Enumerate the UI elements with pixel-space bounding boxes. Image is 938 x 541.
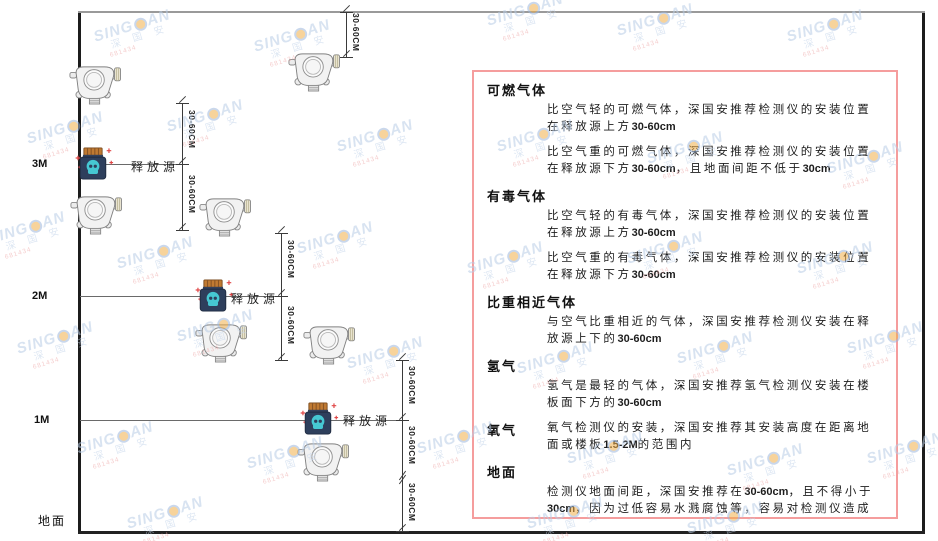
globe-logo-icon [525,0,542,17]
gas-detector-icon [195,322,247,363]
section-paragraph: 氧气检测仪的安装，深国安推荐其安装高度在距离地面或楼板1.5-2M的范围内 [547,422,872,451]
globe-logo-icon [165,502,182,520]
release-source-label: 释放源 [343,414,392,428]
globe-logo-icon [292,25,309,43]
globe-logo-icon [385,342,402,360]
release-source-label: 释放源 [131,160,180,174]
gas-detector-icon [69,64,121,105]
ceiling-line [78,11,925,13]
dimension-line-2m [275,233,288,361]
globe-logo-icon [335,227,352,245]
section-header: 氧气 [487,423,518,438]
globe-logo-icon [905,437,922,455]
release-source-icon [192,279,234,312]
height-label-2m: 2M [32,290,48,302]
dimension-label: 30-60CM [407,483,417,522]
level-line-1m [80,420,402,421]
section-paragraph: 检测仪地面间距，深国安推荐在30-60cm，且不得小于30cm，因为过低容易水溅… [547,486,874,515]
dimension-label: 30-60CM [407,366,417,405]
globe-logo-icon [155,242,172,260]
section-paragraph: 与空气比重相近的气体，深国安推荐检测仪安装在释放源上下的30-60cm [547,316,872,345]
globe-logo-icon [455,427,472,445]
height-label-1m: 1M [34,414,50,426]
globe-logo-icon [132,15,149,33]
section-header: 地面 [487,465,518,480]
dimension-label: 30-60CM [187,175,197,214]
ground-label: 地面 [38,514,67,528]
panel-section: 氧气 氧气检测仪的安装，深国安推荐其安装高度在距离地面或楼板1.5-2M的范围内 [487,420,878,454]
globe-logo-icon [55,327,72,345]
ground-line [78,531,925,534]
gas-detector-icon [199,196,251,237]
section-paragraph: 比空气轻的有毒气体，深国安推荐检测仪的安装位置在释放源上方30-60cm [547,210,872,239]
section-paragraph: 比空气轻的可燃气体，深国安推荐检测仪的安装位置在释放源上方30-60cm [547,104,872,133]
level-line-3m [80,164,182,165]
globe-logo-icon [825,15,842,33]
panel-section: 地面检测仪地面间距，深国安推荐在30-60cm，且不得小于30cm，因为过低容易… [487,462,878,517]
section-header: 可燃气体 [487,83,548,98]
gas-detector-icon [70,194,122,235]
section-header: 比重相近气体 [487,295,578,310]
right-wall-line [922,11,925,534]
panel-section: 有毒气体比空气轻的有毒气体，深国安推荐检测仪的安装位置在释放源上方30-60cm… [487,186,878,284]
gas-detector-icon [288,51,340,92]
panel-section: 比重相近气体与空气比重相近的气体，深国安推荐检测仪安装在释放源上下的30-60c… [487,292,878,348]
globe-logo-icon [27,217,44,235]
globe-logo-icon [205,105,222,123]
panel-section: 氢气氢气是最轻的气体，深国安推荐氢气检测仪安装在楼板面下方的30-60cm [487,356,878,412]
section-paragraph: 比空气重的可燃气体，深国安推荐检测仪的安装位置在释放源下方30-60cm，且地面… [547,146,872,175]
height-label-3m: 3M [32,158,48,170]
dimension-line-3m [176,103,189,231]
panel-section: 可燃气体比空气轻的可燃气体，深国安推荐检测仪的安装位置在释放源上方30-60cm… [487,80,878,178]
globe-logo-icon [115,427,132,445]
dimension-label: 30-60CM [286,240,296,279]
release-source-icon [297,402,339,435]
dimension-label: 30-60CM [407,426,417,465]
level-line-2m [80,296,281,297]
info-panel: 可燃气体比空气轻的可燃气体，深国安推荐检测仪的安装位置在释放源上方30-60cm… [472,70,898,519]
dimension-label: 30-60CM [351,13,361,52]
section-paragraph: 氢气是最轻的气体，深国安推荐氢气检测仪安装在楼板面下方的30-60cm [547,380,872,409]
gas-detector-icon [297,441,349,482]
section-paragraph: 比空气重的有毒气体，深国安推荐检测仪的安装位置在释放源下方30-60cm [547,252,872,281]
gas-detector-icon [303,324,355,365]
release-source-icon [72,147,114,180]
section-header: 氢气 [487,359,518,374]
dimension-line-ceiling [340,12,353,58]
globe-logo-icon [375,125,392,143]
dimension-label: 30-60CM [286,306,296,345]
release-source-label: 释放源 [231,292,280,306]
left-wall-line [78,11,81,534]
section-header: 有毒气体 [487,189,548,204]
dimension-label: 30-60CM [187,110,197,149]
dimension-line-1m [396,360,409,532]
